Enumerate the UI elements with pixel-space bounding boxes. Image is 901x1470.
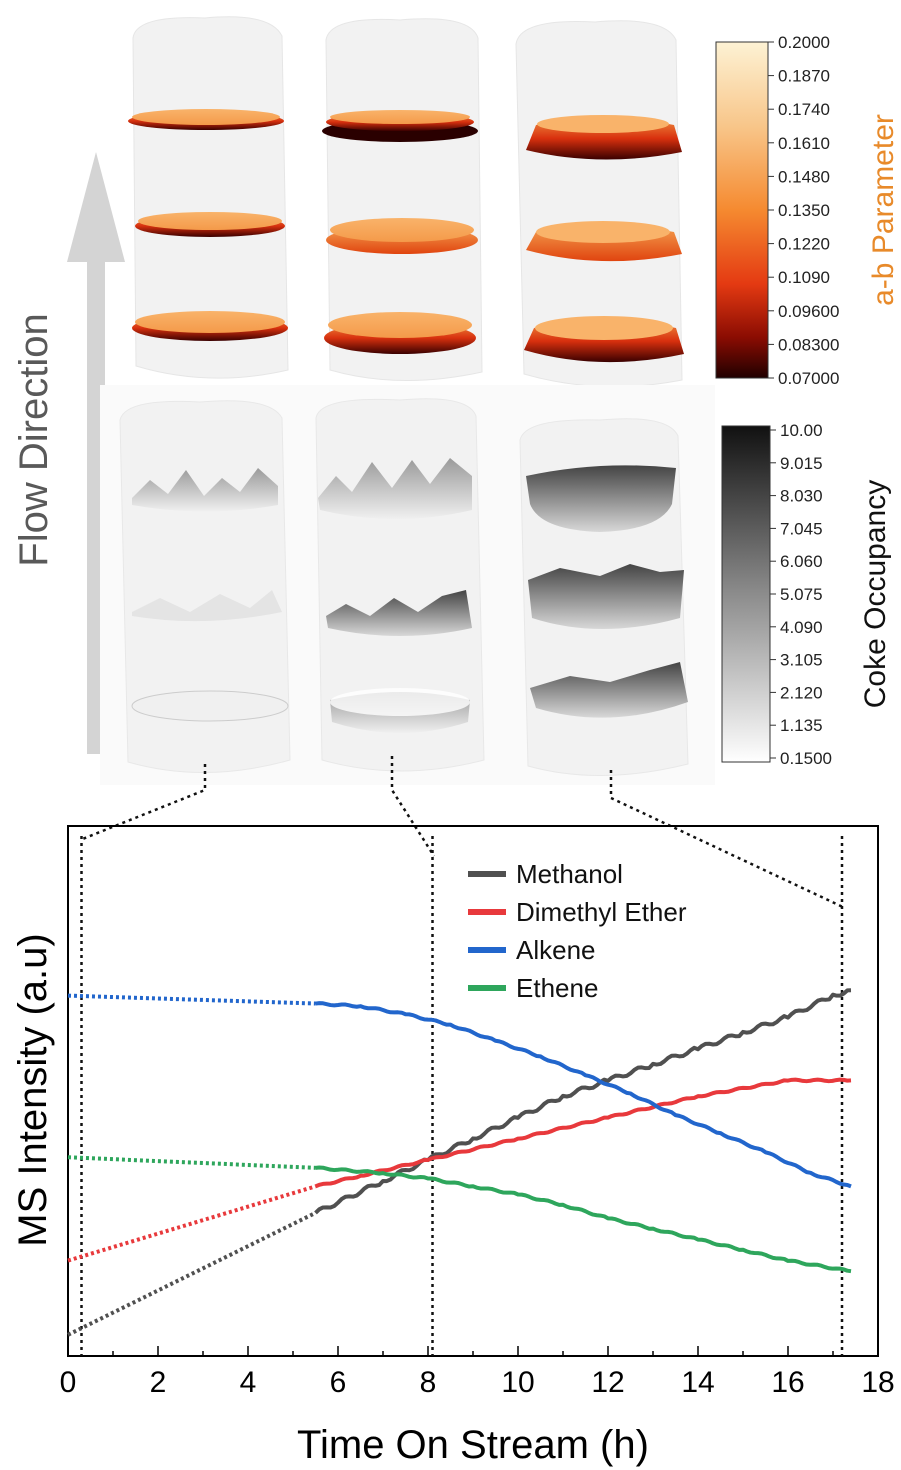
ab-disk <box>138 212 282 230</box>
colorbar-coke: 10.00 9.015 8.030 7.045 6.060 5.075 4.090 3.105… <box>721 421 892 768</box>
ab-disk <box>536 221 670 243</box>
colorbar-ab-tick-label: 0.1220 <box>778 235 830 254</box>
x-tick-label: 4 <box>240 1366 257 1399</box>
coke-layer <box>132 590 282 622</box>
coke-layer <box>132 468 278 512</box>
coke-layer <box>318 458 472 519</box>
colorbar-coke-tick-label: 1.135 <box>780 716 823 735</box>
colorbar-ab-tick-label: 0.1480 <box>778 167 830 186</box>
dimethyl-ether-extrapolated-line <box>67 1184 317 1263</box>
colorbar-ab-title: a-b Parameter <box>867 114 900 306</box>
colorbar-coke-tick-label: 6.060 <box>780 552 823 571</box>
x-tick-label: 18 <box>861 1366 894 1399</box>
colorbar-coke-tick-label: 5.075 <box>780 585 823 604</box>
ab-cylinder-2 <box>322 18 483 382</box>
ab-cylinder-1 <box>128 16 289 379</box>
methanol-legend-label: Methanol <box>516 859 623 889</box>
methanol-measured-line <box>314 988 852 1215</box>
colorbar-ab-tick-label: 0.1350 <box>778 201 830 220</box>
ethene-legend-label: Ethene <box>516 973 598 1003</box>
ab-disk <box>328 312 472 338</box>
x-tick-label: 14 <box>681 1366 714 1399</box>
coke-layer <box>526 465 676 532</box>
coke-occupancy-renders <box>100 385 715 785</box>
ab-disk <box>132 109 280 125</box>
colorbar-coke-tick-label: 10.00 <box>780 421 823 440</box>
x-tick-label: 8 <box>420 1366 437 1399</box>
coke-layer <box>530 662 688 718</box>
colorbar-coke-tick-label: 4.090 <box>780 618 823 637</box>
alkene-legend-label: Alkene <box>516 935 596 965</box>
colorbar-ab-tick-label: 0.07000 <box>778 369 839 388</box>
x-tick-label: 10 <box>501 1366 534 1399</box>
coke-cylinder-2 <box>315 398 485 772</box>
colorbar-ab-tick-label: 0.08300 <box>778 335 839 354</box>
alkene-measured-line <box>315 1001 852 1189</box>
coke-layer <box>330 688 470 716</box>
dimethyl-ether-measured-line <box>314 1077 852 1189</box>
connector-line-3 <box>609 770 846 910</box>
colorbar-coke-tick-label: 9.015 <box>780 454 823 473</box>
y-axis-label: MS Intensity (a.u) <box>11 933 55 1246</box>
line-chart: 0 2 4 6 8 10 12 14 16 18 Time On Stream (h) MS In… <box>11 825 895 1467</box>
colorbar-coke-tick-label: 2.120 <box>780 683 823 702</box>
flow-direction-label: Flow Direction <box>12 313 56 566</box>
x-tick-label: 6 <box>330 1366 347 1399</box>
colorbar-ab-tick-label: 0.1090 <box>778 268 830 287</box>
x-tick-label: 12 <box>591 1366 624 1399</box>
ab-disk <box>537 115 669 133</box>
colorbar-ab-tick-label: 0.2000 <box>778 33 830 52</box>
ethene-extrapolated-line <box>67 1155 316 1170</box>
colorbar-coke-title: Coke Occupancy <box>859 480 892 708</box>
ab-disk <box>330 218 474 242</box>
coke-layer <box>528 564 684 629</box>
colorbar-coke-tick-label: 0.1500 <box>780 749 832 768</box>
connector-line-2 <box>390 756 436 857</box>
ethene-measured-line <box>315 1165 852 1274</box>
methanol-extrapolated-line <box>67 1211 317 1337</box>
colorbar-ab: 0.2000 0.1870 0.1740 0.1610 0.1480 0.1350 0.12… <box>715 33 900 388</box>
connector-lines <box>79 756 846 910</box>
coke-cylinder-3 <box>519 418 689 777</box>
ab-disk <box>135 311 285 333</box>
connector-line-1 <box>79 764 207 842</box>
colorbar-ab-tick-label: 0.09600 <box>778 302 839 321</box>
legend: Methanol Dimethyl Ether Alkene Ethene <box>468 859 687 1003</box>
x-axis-label: Time On Stream (h) <box>297 1423 649 1467</box>
colorbar-ab-tick-label: 0.1740 <box>778 100 830 119</box>
colorbar-coke-tick-label: 3.105 <box>780 651 823 670</box>
x-tick-label: 16 <box>771 1366 804 1399</box>
x-tick-label: 0 <box>60 1366 77 1399</box>
colorbar-coke-tick-label: 8.030 <box>780 487 823 506</box>
x-tick-label: 2 <box>150 1366 167 1399</box>
alkene-extrapolated-line <box>67 993 316 1006</box>
coke-layer <box>326 590 472 636</box>
ab-disk <box>535 316 673 340</box>
dimethyl-ether-legend-label: Dimethyl Ether <box>516 897 687 927</box>
ab-disk <box>330 110 470 124</box>
colorbar-ab-tick-label: 0.1610 <box>778 134 830 153</box>
coke-cylinder-1 <box>119 400 291 774</box>
ab-cylinder-3 <box>515 20 684 388</box>
coke-layer <box>131 690 289 722</box>
colorbar-coke-tick-label: 7.045 <box>780 519 823 538</box>
colorbar-ab-tick-label: 0.1870 <box>778 67 830 86</box>
ab-parameter-renders <box>128 16 684 388</box>
